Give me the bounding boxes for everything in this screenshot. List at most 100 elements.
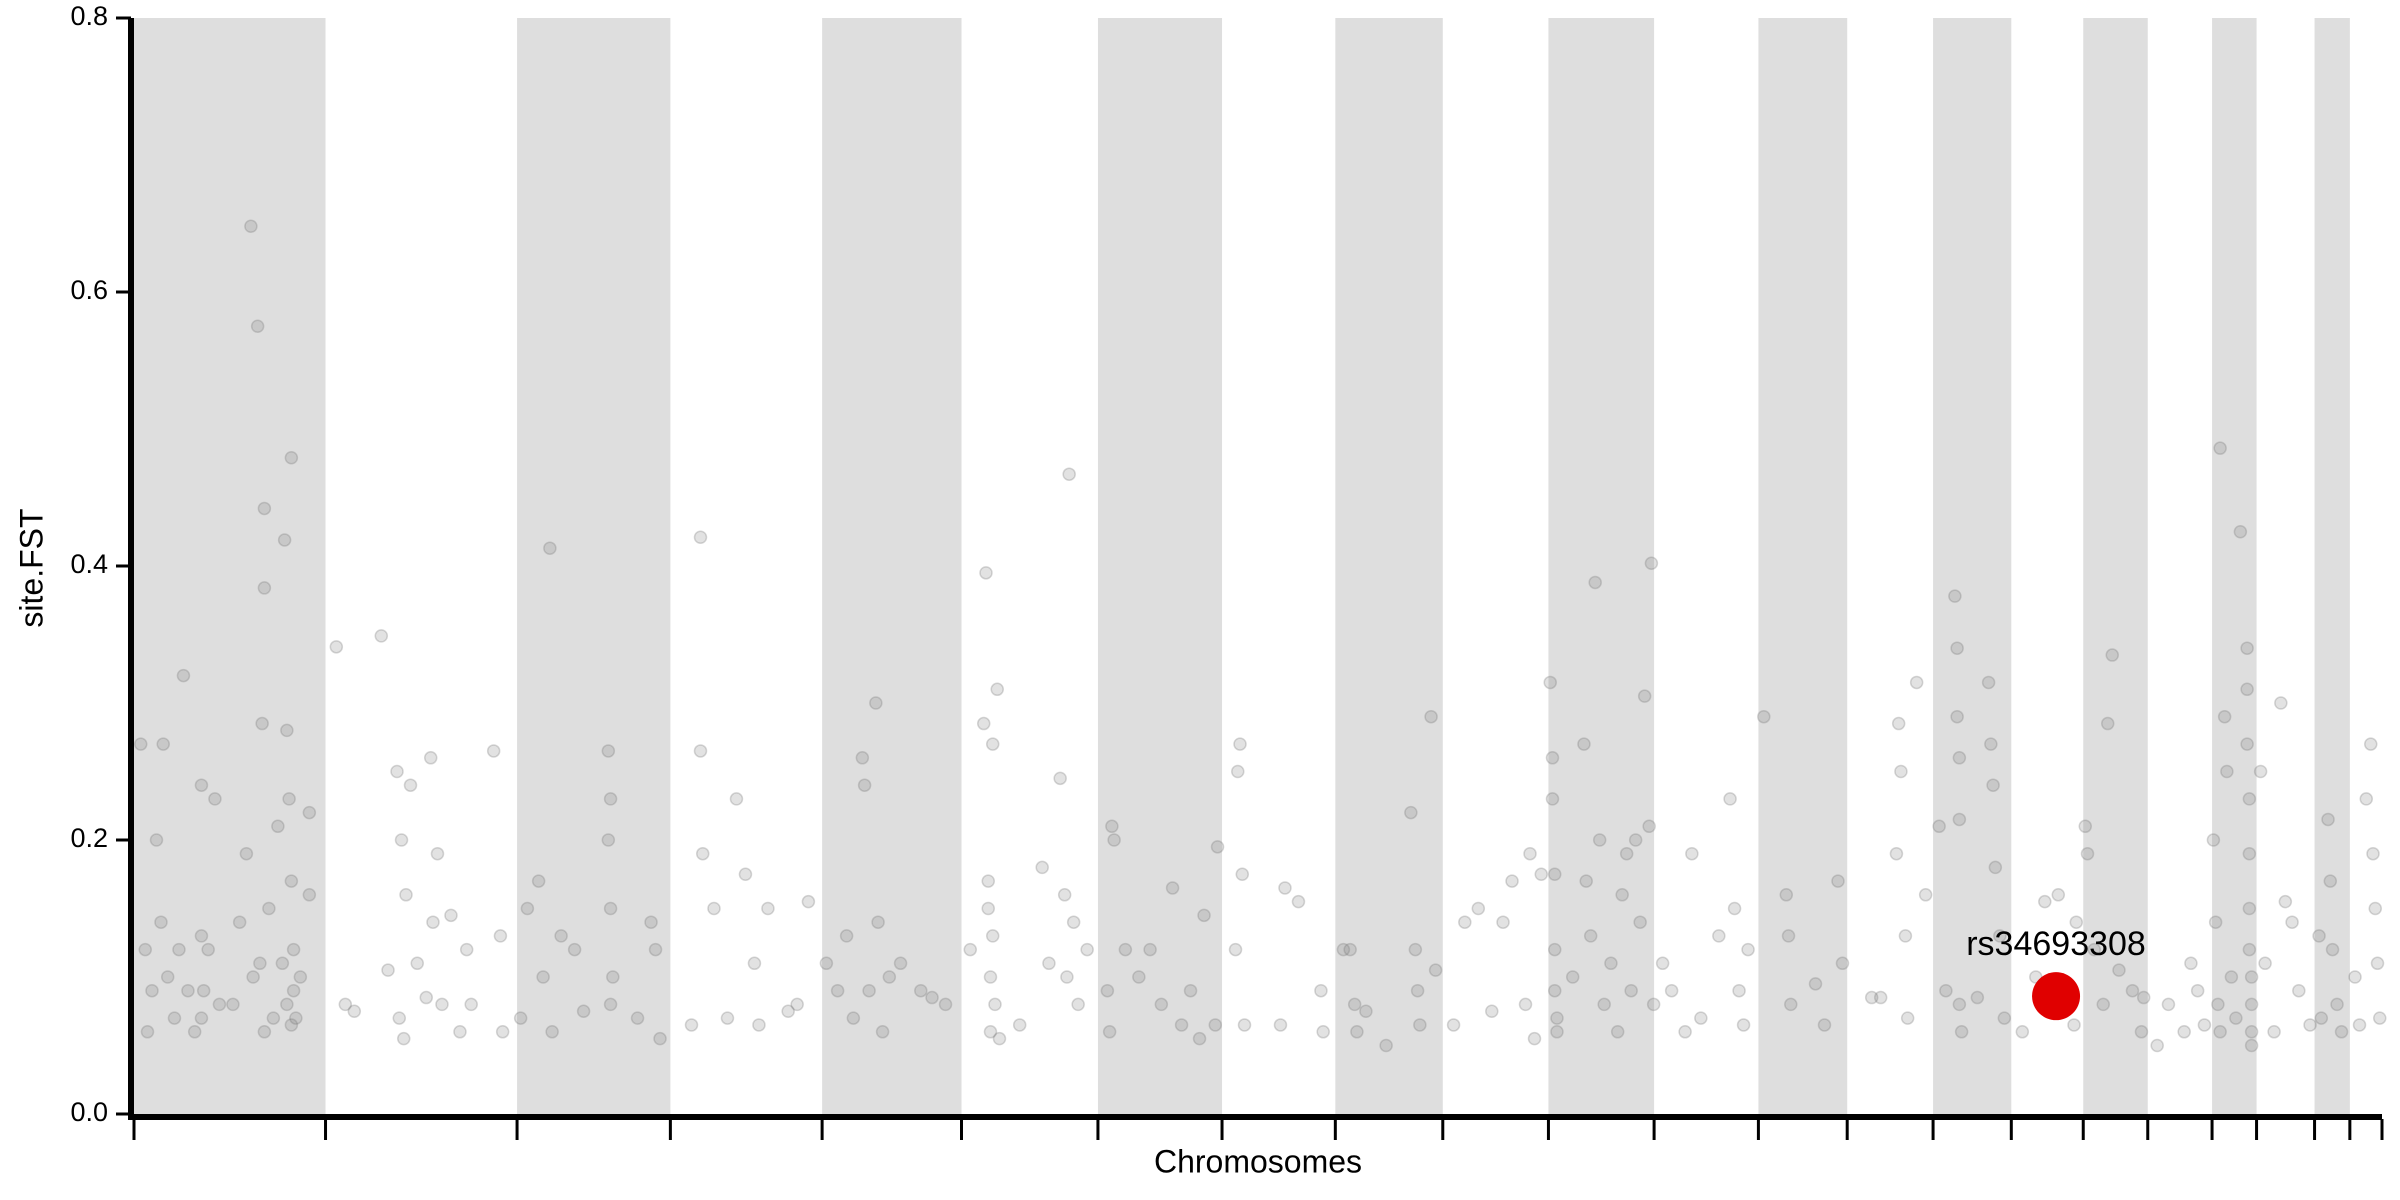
point [2240,737,2254,751]
point [338,997,353,1012]
y-tick-label: 0.0 [70,1097,108,1127]
point [2242,942,2257,957]
point [601,833,616,847]
point [752,1018,766,1032]
point [423,751,438,765]
point [830,983,845,998]
point [1410,983,1425,998]
chromosome-band [1097,18,1223,1114]
point [1314,983,1328,998]
point [1534,867,1548,881]
point [1889,846,1904,861]
point [2366,846,2380,861]
point [1547,867,1562,881]
point [493,929,508,943]
point [1527,1031,1542,1046]
y-tick-label: 0.6 [70,275,108,305]
point [486,744,501,758]
point [1505,874,1519,888]
point [601,744,616,758]
point [1336,942,1351,957]
point [2080,846,2095,861]
point [149,833,164,847]
point [1732,983,1746,998]
point [1939,983,1953,998]
point [1610,1025,1625,1039]
point [1154,997,1169,1012]
highlight-point [2032,972,2081,1021]
point [2244,970,2259,984]
chromosome-band [517,18,671,1114]
point [882,970,897,984]
point [399,888,413,902]
point [1741,942,1755,957]
point [1950,641,1964,655]
point [1644,556,1659,571]
point [720,1011,735,1025]
highlight-label: rs34693308 [1966,925,2146,963]
point [1637,689,1652,703]
point [857,778,872,792]
point [444,908,458,923]
point [981,901,995,916]
point [1208,1018,1223,1032]
point [271,819,285,834]
point [1950,709,1964,724]
point [453,1025,467,1039]
point [1233,737,1247,751]
point [1174,1018,1189,1032]
point [1723,792,1737,806]
point [1071,997,1085,1012]
point [567,942,582,957]
point [2242,901,2257,916]
point [1057,888,1072,902]
point [1235,867,1250,881]
point [284,451,299,465]
point [160,970,175,984]
point [2213,1025,2227,1039]
point [1619,846,1634,861]
point [869,696,883,710]
point [1954,1025,1969,1039]
point [253,956,267,971]
point [2253,764,2268,779]
point [154,915,168,929]
point [1984,737,1998,751]
y-tick-label: 0.4 [70,549,108,579]
point [790,997,804,1012]
point [1523,846,1537,861]
point [2206,833,2221,847]
point [630,1011,645,1025]
point [1588,575,1602,590]
point [1100,983,1115,998]
point [2244,1038,2259,1053]
point [979,566,993,580]
point [1413,1018,1427,1032]
point [1102,1025,1117,1039]
point [1918,888,1933,902]
point [194,1011,209,1025]
point [1105,819,1119,834]
point [1343,942,1357,957]
point [1550,1011,1564,1025]
point [2213,441,2227,455]
point [545,1025,559,1039]
point [1986,778,2000,792]
point [644,915,658,929]
point [2242,792,2257,806]
point [1278,881,1292,895]
point [1817,1018,1832,1032]
point [925,990,939,1005]
point [1408,942,1423,957]
point [1424,709,1438,724]
point [1143,942,1157,957]
point [893,956,908,971]
point [239,846,254,861]
point [1981,675,1996,690]
chromosome-band [2083,18,2148,1114]
point [403,778,418,792]
point [1165,881,1180,895]
point [1458,915,1472,929]
point [1107,833,1121,847]
point [1988,860,2003,875]
